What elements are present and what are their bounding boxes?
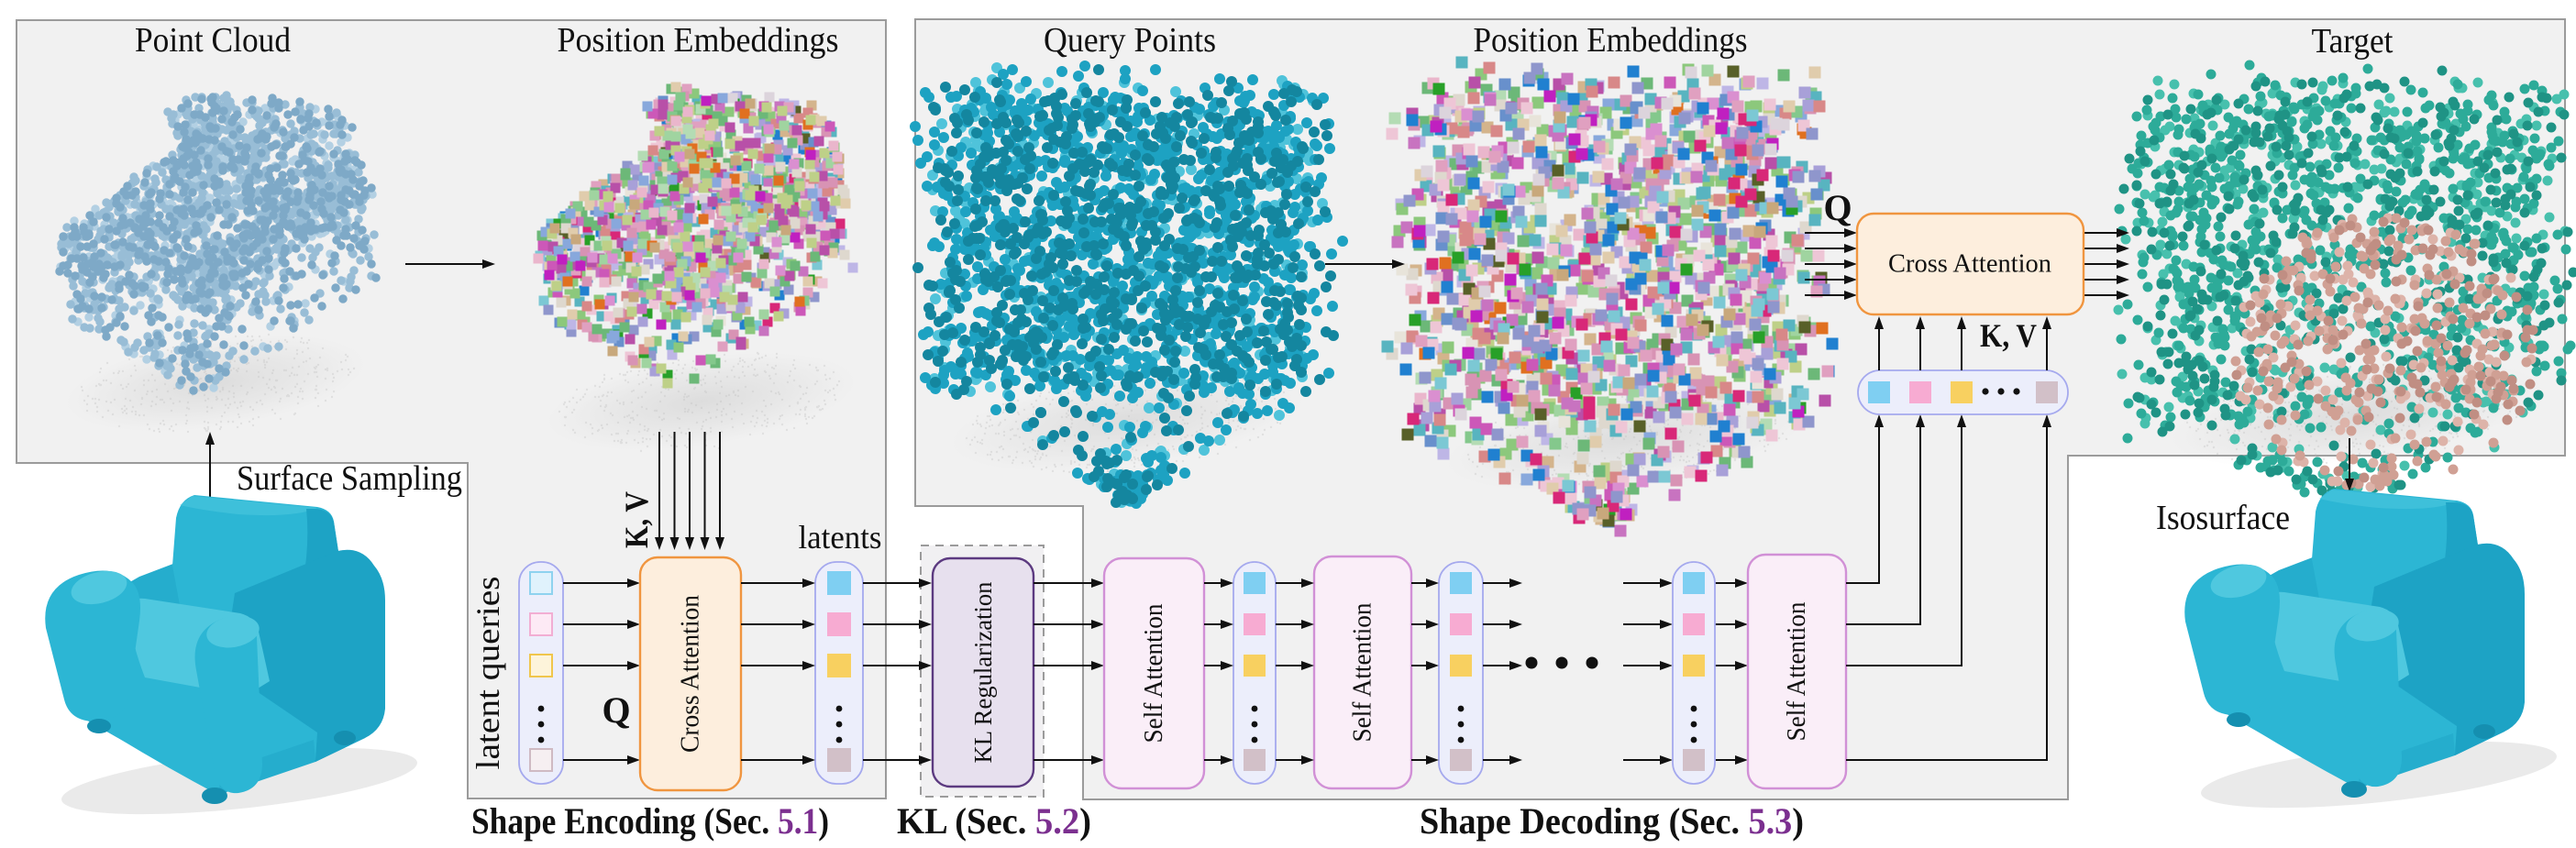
- svg-text:Cross Attention: Cross Attention: [677, 595, 705, 753]
- svg-text:K, V: K, V: [1980, 317, 2037, 354]
- svg-text:Position Embeddings: Position Embeddings: [1474, 21, 1748, 60]
- svg-text:Cross Attention: Cross Attention: [1888, 250, 2051, 279]
- svg-text:Point Cloud: Point Cloud: [135, 21, 291, 60]
- svg-text:Shape Encoding (Sec. 5.1): Shape Encoding (Sec. 5.1): [471, 800, 829, 842]
- svg-text:Q: Q: [602, 689, 630, 731]
- svg-text:Target: Target: [2312, 22, 2394, 61]
- svg-text:Self Attention: Self Attention: [1140, 604, 1168, 743]
- svg-text:latent queries: latent queries: [470, 577, 506, 770]
- svg-text:Isosurface: Isosurface: [2156, 499, 2290, 537]
- svg-text:KL Regularization: KL Regularization: [969, 581, 997, 763]
- svg-text:K, V: K, V: [618, 491, 655, 548]
- svg-text:Shape Decoding (Sec. 5.3): Shape Decoding (Sec. 5.3): [1420, 800, 1804, 842]
- svg-text:Self Attention: Self Attention: [1349, 603, 1377, 743]
- svg-text:Position Embeddings: Position Embeddings: [558, 21, 839, 60]
- svg-text:Self Attention: Self Attention: [1783, 602, 1811, 742]
- svg-text:Q: Q: [1823, 187, 1852, 228]
- svg-text:latents: latents: [799, 519, 882, 556]
- svg-text:KL (Sec. 5.2): KL (Sec. 5.2): [897, 800, 1091, 842]
- svg-text:Query Points: Query Points: [1044, 21, 1216, 60]
- svg-text:Surface Sampling: Surface Sampling: [237, 459, 462, 498]
